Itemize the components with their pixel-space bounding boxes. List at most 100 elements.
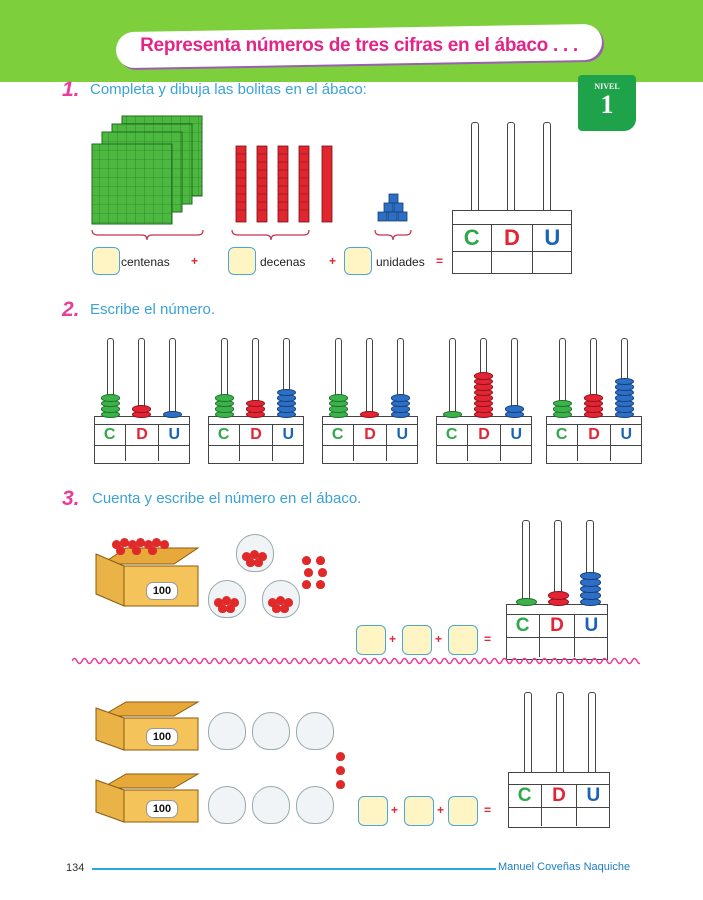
abacus-bead — [329, 394, 348, 402]
label-centenas: centenas — [121, 255, 170, 269]
level-word: NIVEL — [594, 82, 620, 91]
tens-rods-icon — [235, 145, 310, 223]
loose-strawberries — [334, 752, 348, 792]
footer-author: Manuel Coveñas Naquiche — [498, 861, 631, 873]
loose-strawberries — [302, 556, 334, 596]
abacus-bead — [474, 372, 493, 380]
abacus-answer-row — [436, 445, 532, 461]
strawberry-bag — [296, 786, 334, 824]
strawberry-bag — [208, 786, 246, 824]
abacus-bead — [547, 591, 569, 600]
section-1-number: 1. — [62, 78, 80, 101]
strawberry-bag — [296, 712, 334, 750]
footer-line — [92, 868, 496, 870]
grouping-braces — [91, 229, 412, 241]
abacus-answer-row — [94, 445, 190, 461]
crate-label: 100 — [146, 582, 178, 600]
abacus-bead — [246, 399, 265, 407]
plus-sign: + — [435, 632, 443, 646]
abacus-rod — [507, 122, 515, 218]
crate-label: 100 — [146, 728, 178, 746]
strawberry-crate: 100 — [94, 540, 200, 608]
abacus-rod — [471, 122, 479, 218]
equals-sign: = — [436, 254, 444, 268]
abacus-bead — [443, 410, 462, 418]
abacus-rod — [543, 122, 551, 218]
abacus-answer-row — [508, 807, 610, 826]
answer-box-3a-2[interactable] — [402, 625, 432, 655]
equals-sign: = — [484, 632, 492, 646]
plus-sign: + — [437, 803, 445, 817]
crate-bags-top — [112, 538, 170, 556]
abacus-base — [508, 772, 610, 828]
answer-box-centenas[interactable] — [92, 247, 120, 275]
abacus-rod — [588, 692, 596, 782]
abacus-bead — [615, 377, 634, 385]
abacus-bead — [360, 410, 379, 418]
section-2-instruction: Escribe el número. — [90, 301, 216, 318]
abacus-bead — [132, 405, 151, 413]
unit-cubes-icon — [377, 193, 408, 222]
level-number: 1 — [600, 90, 614, 119]
answer-box-3b-2[interactable] — [404, 796, 434, 826]
plus-sign: + — [391, 803, 399, 817]
abacus-rod — [556, 692, 564, 782]
answer-box-3a-3[interactable] — [448, 625, 478, 655]
hundreds-flats-icon — [91, 115, 203, 225]
answer-box-3a-1[interactable] — [356, 625, 386, 655]
plus-sign: + — [191, 254, 199, 268]
answer-box-3b-3[interactable] — [448, 796, 478, 826]
abacus-answer-row — [546, 445, 642, 461]
strawberry-bag — [208, 712, 246, 750]
equals-sign: = — [484, 803, 492, 817]
section-1-instruction: Completa y dibuja las bolitas en el ábac… — [90, 81, 367, 98]
abacus-bead — [553, 399, 572, 407]
strawberry-crate: 100 — [94, 770, 200, 824]
bag-berries — [240, 548, 268, 568]
abacus-bead — [101, 394, 120, 402]
abacus-bead — [215, 394, 234, 402]
section-divider — [72, 657, 640, 665]
abacus-rod — [524, 692, 532, 782]
abacus-answer-row — [208, 445, 304, 461]
page-title: Representa números de tres cifras en el … — [140, 35, 578, 56]
abacus-bead — [391, 394, 410, 402]
plus-sign: + — [389, 632, 397, 646]
answer-box-decenas[interactable] — [228, 247, 256, 275]
abacus-bead — [277, 388, 296, 396]
bag-berries — [212, 594, 240, 614]
abacus-bead — [584, 394, 603, 402]
bag-berries — [266, 594, 294, 614]
plus-sign: + — [329, 254, 337, 268]
abacus-answer-row — [452, 251, 572, 273]
tens-rod-extra-icon — [321, 145, 333, 223]
abacus-bead — [515, 597, 537, 606]
section-3-instruction: Cuenta y escribe el número en el ábaco. — [92, 490, 362, 507]
label-unidades: unidades — [376, 255, 425, 269]
abacus-bead — [579, 571, 601, 580]
answer-box-3b-1[interactable] — [358, 796, 388, 826]
page-number: 134 — [66, 862, 85, 874]
strawberry-bag — [252, 786, 290, 824]
crate-label: 100 — [146, 800, 178, 818]
section-3-number: 3. — [62, 487, 80, 510]
answer-box-unidades[interactable] — [344, 247, 372, 275]
strawberry-bag — [252, 712, 290, 750]
label-decenas: decenas — [260, 255, 306, 269]
section-2-number: 2. — [62, 298, 80, 321]
